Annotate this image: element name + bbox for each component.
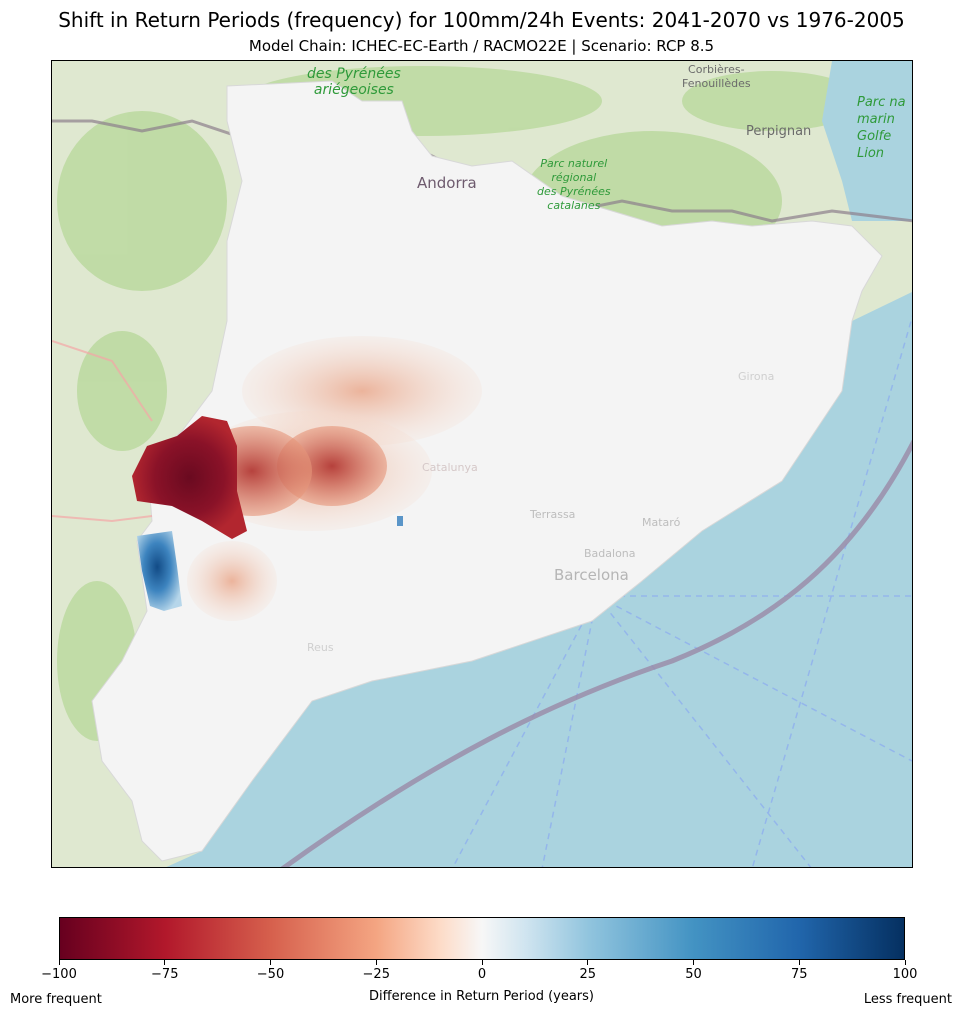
map-panel: des Pyrénées ariégeoises Corbières- Feno…: [51, 60, 913, 868]
chart-subtitle: Model Chain: ICHEC-EC-Earth / RACMO22E |…: [248, 37, 715, 55]
colorbar: [59, 917, 905, 960]
colorbar-tick: [481, 960, 483, 965]
colorbar-tick: [164, 960, 166, 965]
colorbar-tick-label: 100: [892, 967, 918, 982]
label-pyrenees-ariegeoises: des Pyrénées ariégeoises: [307, 66, 401, 98]
label-catalunya: Catalunya: [422, 461, 478, 474]
colorbar-label: Difference in Return Period (years): [369, 989, 594, 1004]
colorbar-right-note: Less frequent: [863, 992, 952, 1007]
colorbar-tick-label: −75: [151, 967, 179, 982]
sea-north: [822, 61, 912, 221]
label-andorra: Andorra: [417, 174, 477, 192]
label-parc-pyrenees-catalanes: Parc naturel régional des Pyrénées catal…: [537, 157, 611, 212]
sea-south: [166, 291, 912, 867]
colorbar-tick-label: 0: [477, 967, 487, 982]
anomaly-field: [132, 336, 482, 621]
colorbar-tick-label: −25: [362, 967, 390, 982]
colorbar-tick: [587, 960, 589, 965]
label-parc-marin: Parc na marin Golfe Lion: [857, 95, 906, 161]
label-corbieres: Corbières- Fenouillèdes: [682, 63, 751, 90]
colorbar-tick: [58, 960, 60, 965]
colorbar-tick: [375, 960, 377, 965]
highway-lines: [52, 340, 153, 523]
label-badalona: Badalona: [584, 547, 636, 560]
colorbar-tick-label: −50: [256, 967, 285, 982]
colorbar-tick: [270, 960, 271, 965]
label-girona: Girona: [738, 370, 775, 383]
colorbar-left-note: More frequent: [10, 992, 102, 1007]
chart-title: Shift in Return Periods (frequency) for …: [58, 8, 905, 32]
colorbar-tick-label: 50: [685, 967, 702, 982]
label-mataro: Mataró: [642, 516, 681, 529]
sea-routes: [452, 315, 912, 867]
ferry-route: [280, 439, 912, 867]
colorbar-tick-label: −100: [41, 967, 77, 982]
colorbar-tick: [798, 960, 800, 965]
colorbar-tick-label: 75: [790, 967, 808, 982]
map-canvas: [52, 61, 912, 867]
colorbar-tick-label: 25: [579, 967, 597, 982]
label-terrassa: Terrassa: [530, 508, 576, 521]
label-barcelona: Barcelona: [554, 566, 629, 584]
colorbar-tick: [693, 960, 694, 965]
colorbar-tick: [904, 960, 906, 965]
label-reus: Reus: [307, 641, 334, 654]
label-perpignan: Perpignan: [746, 124, 812, 139]
